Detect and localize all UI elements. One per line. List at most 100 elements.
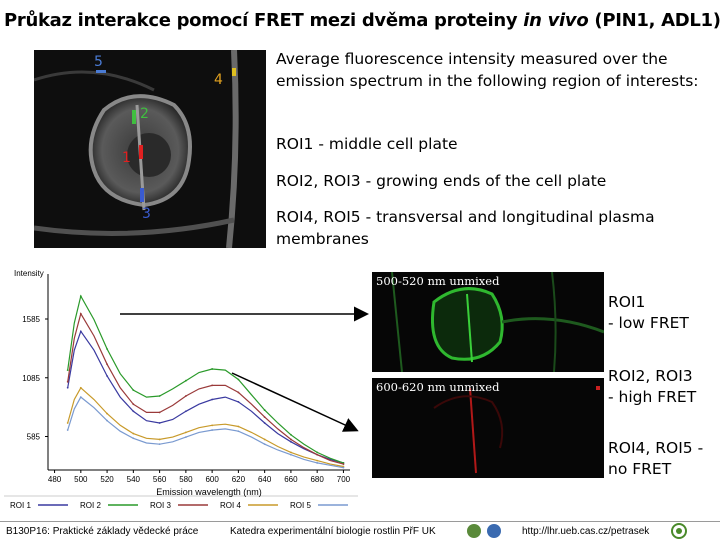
x-tick-label: 580 <box>179 475 193 484</box>
legend-label: ROI 3 <box>150 501 171 510</box>
panel-bottom-label: 600-620 nm unmixed <box>376 380 500 394</box>
footer-url[interactable]: http://lhr.ueb.cas.cz/petrasek <box>522 526 650 537</box>
chart-svg: Intensity 1585 1085 585 480 500 520 540 560 580 6… <box>4 269 358 510</box>
series-line-roi-2 <box>67 294 344 464</box>
series-point <box>316 451 319 454</box>
series-point <box>184 431 187 434</box>
roi3-label: 3 <box>142 206 151 222</box>
slide-title: Průkaz interakce pomocí FRET mezi dvěma … <box>4 10 720 31</box>
series-point <box>66 386 69 389</box>
fret-roi1-result: - low FRET <box>608 314 689 332</box>
series-point <box>316 453 319 456</box>
fret-roi45-name: ROI4, ROI5 - <box>608 439 704 457</box>
series-line-roi-3 <box>67 312 344 465</box>
series-point <box>211 429 214 431</box>
arrow-to-bottom-panel <box>231 372 359 432</box>
series-point <box>79 396 82 399</box>
series-point <box>106 363 108 366</box>
fret-roi23-name: ROI2, ROI3 <box>608 367 693 385</box>
series-point <box>66 380 69 383</box>
series-point <box>237 391 240 394</box>
roi4-label: 4 <box>214 72 223 88</box>
y-axis-label: Intensity <box>14 269 44 278</box>
series-point <box>106 348 108 350</box>
series-point <box>237 425 240 428</box>
leaf-icon <box>467 524 481 538</box>
series-point <box>106 412 108 415</box>
intro-text: Average fluorescence intensity measured … <box>276 50 699 90</box>
slide-footer: B130P16: Praktické základy vědecké práce… <box>0 521 720 541</box>
legend-label: ROI 2 <box>80 501 101 510</box>
series-point <box>66 422 69 424</box>
series-point <box>290 440 292 443</box>
x-tick-label: 700 <box>337 475 351 484</box>
series-point <box>158 411 161 414</box>
y-tick-label: 1585 <box>22 315 40 324</box>
series-point <box>263 422 266 424</box>
legend-label: ROI 4 <box>220 501 241 510</box>
x-tick-label: 600 <box>205 475 219 484</box>
series-point <box>211 424 214 427</box>
series-line-roi-4 <box>67 386 344 468</box>
series-point <box>290 438 292 441</box>
series-point <box>184 410 187 413</box>
fret-roi23-result: - high FRET <box>608 388 697 406</box>
x-tick-label: 680 <box>310 475 324 484</box>
series-point <box>158 395 161 397</box>
series-point <box>237 400 240 403</box>
x-tick-label: 620 <box>232 475 246 484</box>
series-point <box>132 403 135 406</box>
x-tick-label: 640 <box>258 475 272 484</box>
series-point <box>290 453 292 456</box>
series-point <box>79 312 82 315</box>
series-point <box>132 410 135 413</box>
university-seal-icon <box>487 524 501 538</box>
series-point <box>79 386 82 389</box>
series-point <box>184 436 187 438</box>
x-tick-label: 560 <box>153 475 167 484</box>
series-point <box>184 395 187 397</box>
series-point <box>211 368 214 370</box>
panel-600-620nm: 600-620 nm unmixed <box>372 378 604 478</box>
series-point <box>79 330 82 333</box>
confocal-micrograph: 5 4 2 1 3 <box>34 50 266 248</box>
series-point <box>66 369 69 372</box>
series-point <box>184 379 187 382</box>
fret-roi23: ROI2, ROI3 - high FRET <box>608 366 696 408</box>
department-logos <box>467 524 501 538</box>
panel-top-image <box>391 272 604 372</box>
series-point <box>211 384 214 387</box>
roi23-description: ROI2, ROI3 - growing ends of the cell pl… <box>276 172 607 190</box>
institute-logo-icon <box>671 523 687 539</box>
series-point <box>290 451 292 454</box>
fret-roi1-name: ROI1 <box>608 293 646 311</box>
y-tick-label: 585 <box>27 433 41 442</box>
fret-roi45-result: no FRET <box>608 460 672 478</box>
roi45-description: ROI4, ROI5 - transversal and longitudina… <box>276 208 655 248</box>
panel-bottom-image <box>433 386 600 474</box>
series-point <box>106 375 108 377</box>
legend-label: ROI 5 <box>290 501 311 510</box>
x-tick-label: 520 <box>100 475 114 484</box>
roi1-description: ROI1 - middle cell plate <box>276 135 458 153</box>
footer-department: Katedra experimentální biologie rostlin … <box>230 526 436 537</box>
series-point <box>132 389 135 391</box>
series-point <box>66 429 69 431</box>
fret-roi1: ROI1 - low FRET <box>608 292 689 334</box>
series-point <box>106 419 108 422</box>
series-point <box>79 295 82 297</box>
x-tick-label: 540 <box>127 475 141 484</box>
legend-label: ROI 1 <box>10 501 31 510</box>
series-point <box>237 378 240 381</box>
series-point <box>263 438 266 441</box>
x-tick-label: 500 <box>74 475 88 484</box>
series-point <box>158 438 161 441</box>
series-point <box>158 422 161 424</box>
emission-spectrum-chart: Intensity 1585 1085 585 480 500 520 540 560 580 6… <box>4 262 362 522</box>
series-point <box>342 466 345 469</box>
series-line-roi-1 <box>67 329 344 464</box>
series-point <box>132 432 135 435</box>
y-tick-label: 1085 <box>22 374 40 383</box>
x-tick-label: 660 <box>284 475 298 484</box>
